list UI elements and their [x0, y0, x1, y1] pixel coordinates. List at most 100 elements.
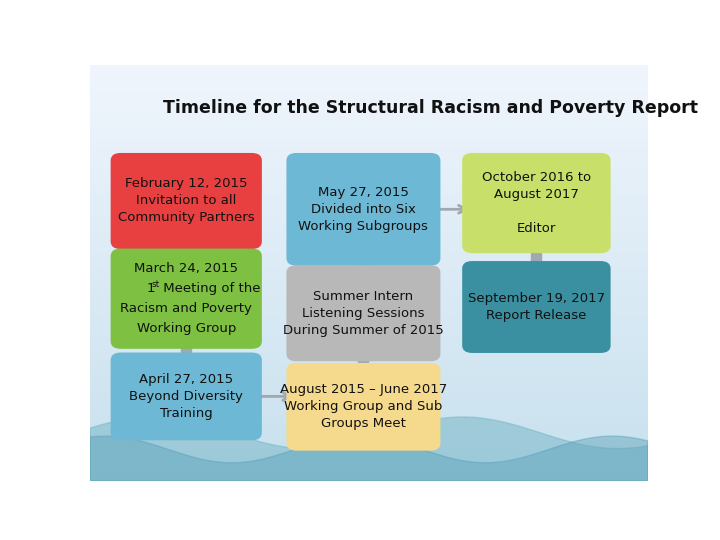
- Bar: [90, 138, 648, 143]
- Text: March 24, 2015: March 24, 2015: [134, 262, 238, 275]
- Bar: [90, 106, 648, 112]
- Bar: [90, 117, 648, 122]
- Bar: [90, 278, 648, 283]
- Bar: [90, 325, 648, 330]
- Bar: [90, 80, 648, 85]
- Bar: [90, 132, 648, 138]
- Bar: [90, 418, 648, 423]
- Bar: [90, 366, 648, 372]
- Bar: [90, 350, 648, 356]
- Bar: [90, 215, 648, 221]
- Bar: [90, 273, 648, 278]
- Bar: [90, 174, 648, 179]
- Bar: [90, 85, 648, 91]
- Text: Timeline for the Structural Racism and Poverty Report: Timeline for the Structural Racism and P…: [163, 99, 698, 118]
- Bar: [90, 211, 648, 215]
- Text: August 2015 – June 2017
Working Group and Sub
Groups Meet: August 2015 – June 2017 Working Group an…: [280, 383, 447, 430]
- Bar: [90, 96, 648, 101]
- Bar: [90, 75, 648, 80]
- FancyBboxPatch shape: [111, 153, 262, 249]
- FancyBboxPatch shape: [462, 153, 611, 253]
- Text: Meeting of the: Meeting of the: [159, 282, 261, 295]
- Bar: [90, 190, 648, 195]
- Text: Summer Intern
Listening Sessions
During Summer of 2015: Summer Intern Listening Sessions During …: [283, 290, 444, 337]
- Bar: [90, 101, 648, 106]
- Bar: [181, 341, 192, 360]
- Bar: [90, 299, 648, 304]
- Bar: [90, 153, 648, 158]
- Polygon shape: [90, 436, 648, 481]
- Bar: [90, 158, 648, 164]
- Bar: [90, 330, 648, 335]
- Bar: [90, 340, 648, 346]
- Bar: [90, 127, 648, 132]
- Bar: [90, 262, 648, 267]
- FancyBboxPatch shape: [111, 248, 262, 349]
- Bar: [90, 470, 648, 475]
- Bar: [90, 408, 648, 413]
- Bar: [90, 455, 648, 460]
- Bar: [90, 283, 648, 288]
- Bar: [90, 231, 648, 237]
- Text: April 27, 2015
Beyond Diversity
Training: April 27, 2015 Beyond Diversity Training: [130, 373, 243, 420]
- Bar: [90, 205, 648, 210]
- Bar: [90, 241, 648, 247]
- Bar: [90, 444, 648, 449]
- Text: October 2016 to
August 2017

Editor: October 2016 to August 2017 Editor: [482, 171, 591, 235]
- Bar: [90, 70, 648, 75]
- Bar: [90, 122, 648, 127]
- Bar: [90, 143, 648, 148]
- Bar: [359, 258, 369, 273]
- Bar: [90, 320, 648, 325]
- Bar: [90, 148, 648, 153]
- Bar: [90, 361, 648, 366]
- Bar: [90, 112, 648, 117]
- Bar: [90, 397, 648, 403]
- Bar: [90, 179, 648, 184]
- Bar: [90, 475, 648, 481]
- Bar: [90, 309, 648, 314]
- Bar: [90, 65, 648, 70]
- Text: February 12, 2015
Invitation to all
Community Partners: February 12, 2015 Invitation to all Comm…: [118, 178, 255, 225]
- Bar: [90, 195, 648, 200]
- Bar: [90, 237, 648, 241]
- Bar: [90, 413, 648, 418]
- Bar: [90, 294, 648, 299]
- Bar: [90, 429, 648, 434]
- Bar: [90, 449, 648, 455]
- FancyBboxPatch shape: [287, 153, 441, 266]
- Bar: [90, 164, 648, 168]
- Bar: [90, 267, 648, 273]
- Bar: [90, 247, 648, 252]
- Text: May 27, 2015
Divided into Six
Working Subgroups: May 27, 2015 Divided into Six Working Su…: [299, 186, 428, 233]
- Bar: [90, 200, 648, 205]
- Bar: [90, 346, 648, 350]
- Bar: [90, 377, 648, 382]
- Bar: [90, 439, 648, 444]
- Bar: [90, 392, 648, 397]
- Text: Working Group: Working Group: [137, 322, 236, 335]
- Bar: [90, 434, 648, 439]
- Bar: [90, 372, 648, 377]
- Bar: [90, 314, 648, 320]
- Bar: [90, 252, 648, 257]
- FancyBboxPatch shape: [287, 265, 441, 361]
- Bar: [90, 423, 648, 429]
- Bar: [90, 356, 648, 361]
- Bar: [90, 335, 648, 340]
- Bar: [90, 221, 648, 226]
- Bar: [90, 91, 648, 96]
- FancyBboxPatch shape: [287, 363, 441, 451]
- Polygon shape: [90, 417, 648, 481]
- Bar: [90, 387, 648, 392]
- Bar: [90, 304, 648, 309]
- Bar: [90, 257, 648, 262]
- FancyBboxPatch shape: [111, 353, 262, 440]
- Bar: [90, 465, 648, 470]
- Bar: [90, 460, 648, 465]
- Bar: [90, 382, 648, 387]
- Text: September 19, 2017
Report Release: September 19, 2017 Report Release: [468, 292, 605, 322]
- Bar: [90, 226, 648, 231]
- Bar: [90, 403, 648, 408]
- Text: Racism and Poverty: Racism and Poverty: [120, 302, 252, 315]
